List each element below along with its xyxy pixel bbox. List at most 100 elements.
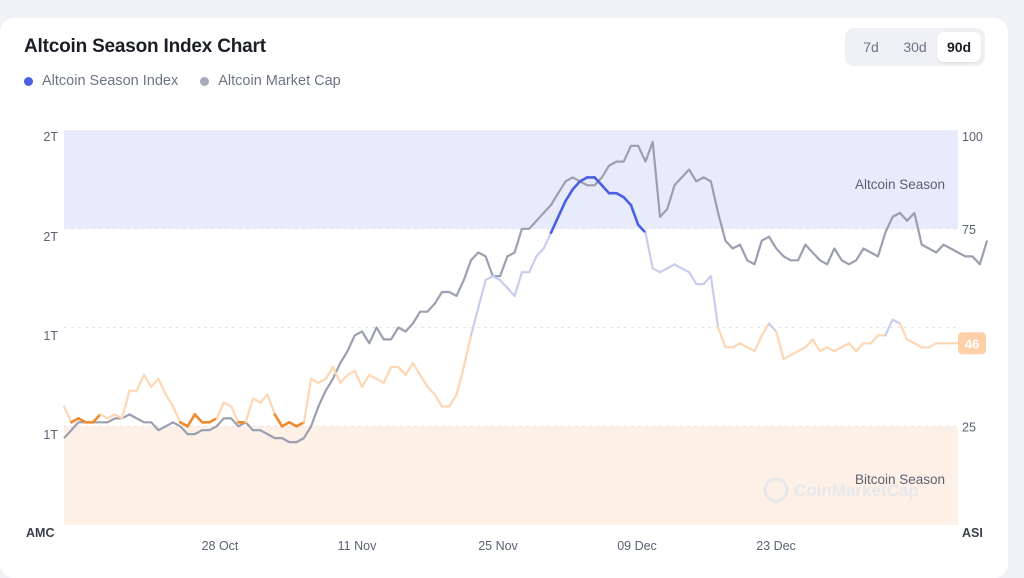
series-segment-altcoin-season-index[interactable] [62,405,73,424]
range-button-7d[interactable]: 7d [863,39,879,55]
series-line-altcoin-market-cap[interactable] [63,140,989,444]
series-segment-altcoin-season-index[interactable] [833,346,843,353]
series-segment-altcoin-season-index[interactable] [215,401,225,420]
series-segment-altcoin-season-index[interactable] [869,334,880,345]
series-segment-altcoin-season-index[interactable] [658,267,669,274]
series-segment-altcoin-season-index[interactable] [898,322,909,341]
series-segment-altcoin-season-index[interactable] [782,354,792,361]
series-segment-altcoin-season-index[interactable] [477,279,487,309]
series-segment-altcoin-season-index[interactable] [324,365,334,380]
series-segment-altcoin-season-index[interactable] [251,397,262,404]
series-segment-altcoin-season-index[interactable] [644,231,654,270]
series-segment-altcoin-season-index[interactable] [273,413,284,428]
series-segment-altcoin-season-index[interactable] [535,247,545,258]
series-segment-altcoin-season-index[interactable] [346,369,356,376]
series-segment-altcoin-season-index[interactable] [731,342,742,349]
series-segment-altcoin-season-index[interactable] [702,275,713,286]
series-segment-altcoin-season-index[interactable] [673,263,683,270]
series-segment-altcoin-season-index[interactable] [157,377,167,396]
series-segment-altcoin-season-index[interactable] [353,369,364,388]
series-segment-altcoin-season-index[interactable] [433,393,444,408]
series-segment-altcoin-season-index[interactable] [578,176,589,183]
series-segment-altcoin-season-index[interactable] [927,342,938,349]
series-segment-altcoin-season-index[interactable] [469,306,480,337]
series-segment-altcoin-season-index[interactable] [222,401,233,408]
series-segment-altcoin-season-index[interactable] [135,373,146,392]
series-segment-altcoin-season-index[interactable] [375,377,385,384]
series-segment-altcoin-season-index[interactable] [716,326,727,349]
series-segment-altcoin-season-index[interactable] [164,393,175,408]
series-segment-altcoin-season-index[interactable] [91,413,102,424]
series-segment-altcoin-season-index[interactable] [339,373,349,384]
series-segment-altcoin-season-index[interactable] [186,413,197,428]
series-segment-altcoin-season-index[interactable] [193,413,204,424]
series-segment-altcoin-season-index[interactable] [622,195,633,207]
series-segment-altcoin-season-index[interactable] [542,231,553,250]
series-segment-altcoin-season-index[interactable] [70,417,80,424]
series-segment-altcoin-season-index[interactable] [636,223,647,234]
series-segment-altcoin-season-index[interactable] [629,203,640,227]
series-segment-altcoin-season-index[interactable] [295,420,306,428]
series-segment-altcoin-season-index[interactable] [513,271,524,297]
series-segment-altcoin-season-index[interactable] [77,417,88,424]
range-button-90d[interactable]: 90d [937,32,981,62]
series-segment-altcoin-season-index[interactable] [600,184,611,195]
series-segment-altcoin-season-index[interactable] [150,377,160,388]
series-segment-altcoin-season-index[interactable] [775,330,785,361]
series-segment-altcoin-season-index[interactable] [913,342,923,349]
series-segment-altcoin-season-index[interactable] [680,267,691,274]
series-segment-altcoin-season-index[interactable] [796,346,807,353]
series-segment-altcoin-season-index[interactable] [556,199,567,219]
series-segment-altcoin-season-index[interactable] [404,362,414,376]
series-segment-altcoin-season-index[interactable] [753,334,763,353]
series-segment-altcoin-season-index[interactable] [230,405,240,424]
series-segment-altcoin-season-index[interactable] [804,338,814,349]
series-segment-altcoin-season-index[interactable] [760,322,771,337]
series-segment-altcoin-season-index[interactable] [120,389,131,420]
series-segment-altcoin-season-index[interactable] [491,275,502,282]
series-segment-altcoin-season-index[interactable] [411,362,422,376]
series-segment-altcoin-season-index[interactable] [564,188,575,203]
series-segment-altcoin-season-index[interactable] [746,346,756,353]
series-segment-altcoin-season-index[interactable] [593,176,604,187]
series-segment-altcoin-season-index[interactable] [789,350,800,357]
series-segment-altcoin-season-index[interactable] [891,318,902,325]
series-segment-altcoin-season-index[interactable] [687,271,698,286]
series-segment-altcoin-season-index[interactable] [651,267,662,274]
series-segment-altcoin-season-index[interactable] [426,385,436,396]
series-segment-altcoin-season-index[interactable] [855,342,865,353]
series-segment-altcoin-season-index[interactable] [397,365,407,376]
series-segment-altcoin-season-index[interactable] [179,420,189,428]
series-segment-altcoin-season-index[interactable] [244,397,255,424]
series-segment-altcoin-season-index[interactable] [506,286,516,297]
series-segment-altcoin-season-index[interactable] [266,393,276,416]
series-segment-altcoin-season-index[interactable] [287,420,298,428]
series-segment-altcoin-season-index[interactable] [331,365,342,384]
series-segment-altcoin-season-index[interactable] [368,373,378,380]
series-segment-altcoin-season-index[interactable] [826,346,836,353]
series-segment-altcoin-season-index[interactable] [499,279,509,290]
series-segment-altcoin-season-index[interactable] [142,373,153,388]
series-segment-altcoin-season-index[interactable] [280,420,291,428]
series-segment-altcoin-season-index[interactable] [419,373,429,388]
series-segment-altcoin-season-index[interactable] [767,322,778,333]
series-segment-altcoin-season-index[interactable] [171,405,182,424]
series-segment-altcoin-season-index[interactable] [484,275,494,282]
range-button-30d[interactable]: 30d [903,39,927,55]
series-segment-altcoin-season-index[interactable] [259,393,269,404]
series-segment-altcoin-season-index[interactable] [738,342,749,349]
series-segment-altcoin-season-index[interactable] [571,180,582,191]
series-segment-altcoin-season-index[interactable] [840,342,851,349]
series-segment-altcoin-season-index[interactable] [666,263,676,270]
series-segment-altcoin-season-index[interactable] [302,377,313,424]
series-segment-altcoin-season-index[interactable] [528,255,538,274]
series-segment-altcoin-season-index[interactable] [310,377,320,384]
series-segment-altcoin-season-index[interactable] [549,215,560,234]
series-segment-altcoin-season-index[interactable] [905,338,916,345]
series-segment-altcoin-season-index[interactable] [382,365,393,384]
legend-item-altcoin-market-cap[interactable]: Altcoin Market Cap [200,73,341,89]
legend-item-altcoin-season-index[interactable]: Altcoin Season Index [24,73,178,89]
series-segment-altcoin-season-index[interactable] [99,413,109,420]
series-segment-altcoin-season-index[interactable] [811,338,822,353]
series-segment-altcoin-season-index[interactable] [615,191,626,199]
